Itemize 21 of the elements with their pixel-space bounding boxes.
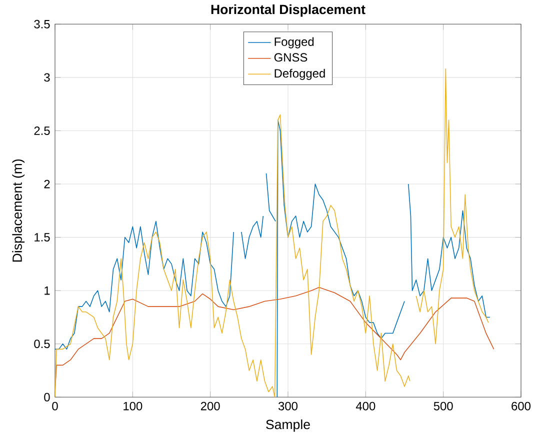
x-tick-label: 200 [200,402,220,410]
x-tick-label: 0 [52,402,58,410]
y-tick-label: 1.5 [34,233,50,242]
x-tick-label: 500 [434,402,453,410]
y-tick-label: 2.5 [34,126,50,135]
legend-label: Fogged [274,37,314,48]
y-tick-label: 1 [44,286,50,295]
chart-title: Horizontal Displacement [211,4,366,17]
x-tick-label: 300 [278,402,298,410]
y-tick-label: 0.5 [34,340,50,348]
y-tick-label: 3 [44,73,50,82]
y-tick-label: 0 [44,392,50,402]
x-axis-title: Sample [266,419,310,432]
y-axis-title: Displacement (m) [12,159,25,262]
x-tick-label: 400 [356,402,376,410]
y-tick-label: 3.5 [34,20,50,28]
x-tick-label: 100 [124,402,142,410]
legend-label: Defogged [274,68,325,80]
legend-label: GNSS [274,53,308,62]
y-tick-label: 2 [44,180,50,188]
x-tick-label: 600 [512,402,530,410]
